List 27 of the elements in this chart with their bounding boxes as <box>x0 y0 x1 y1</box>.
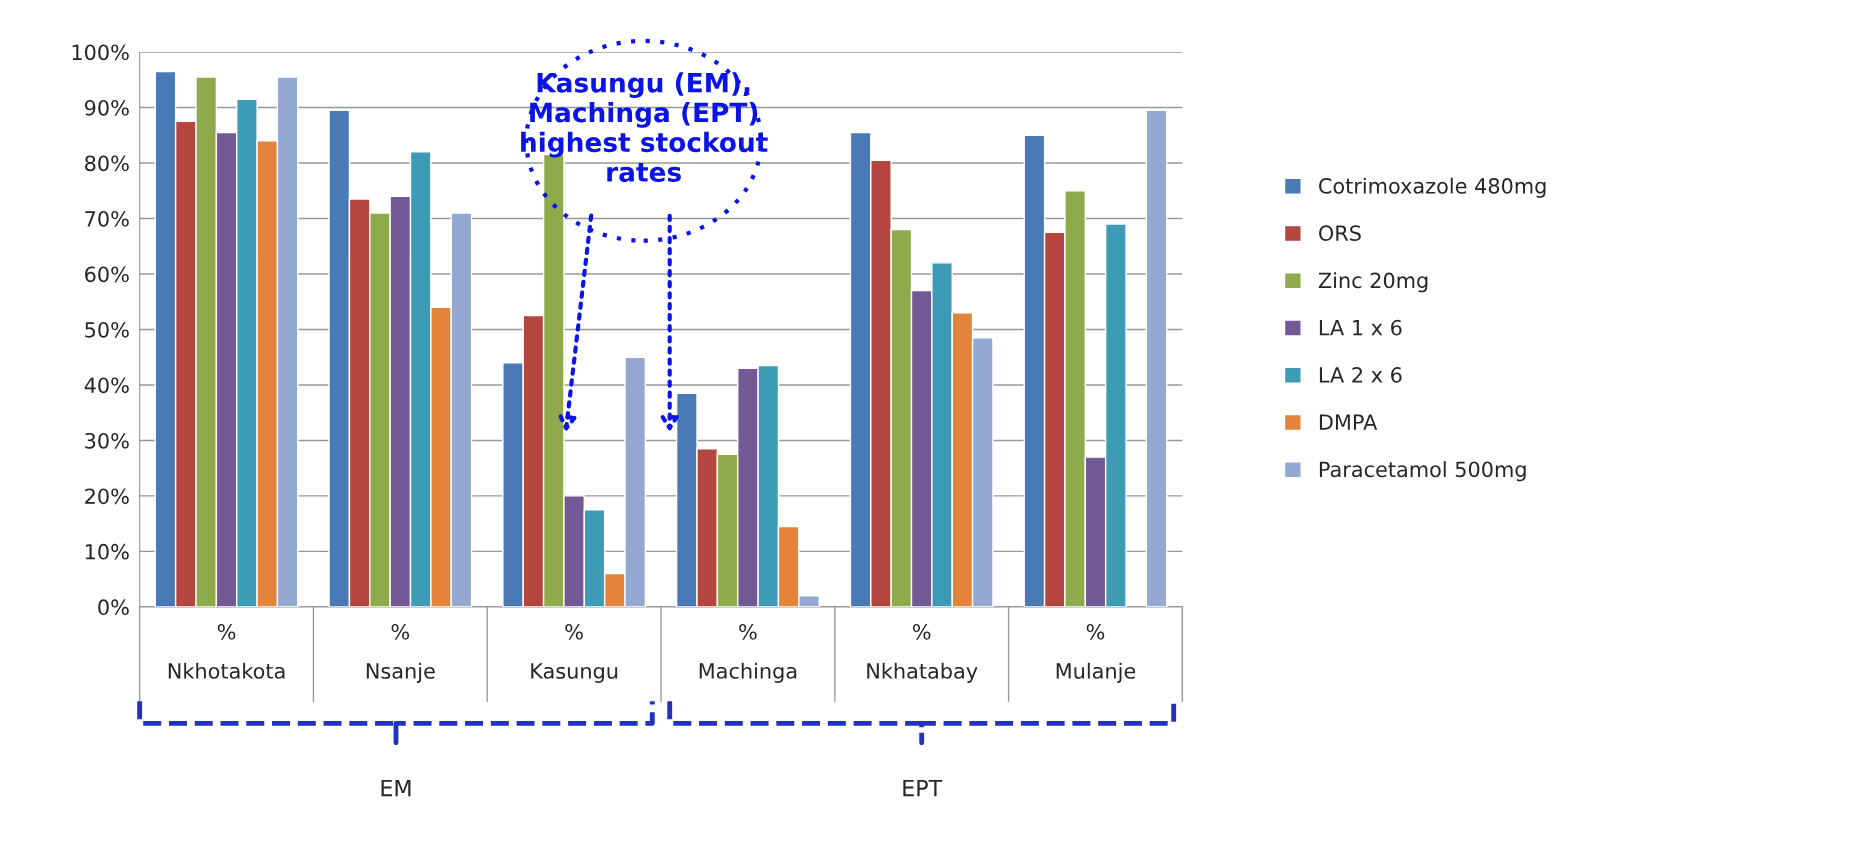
x-tick-label: % Kasungu <box>531 623 618 683</box>
legend-label: Paracetamol 500mg <box>1319 461 1526 482</box>
legend-label: ORS <box>1319 225 1361 242</box>
y-tick-label: 90% <box>84 99 129 116</box>
legend-label: Zinc 20mg <box>1318 272 1428 293</box>
legend-label: LA 1 x 6 <box>1319 319 1402 336</box>
y-tick-label: 40% <box>84 377 129 394</box>
x-tick-label: % Machinga <box>699 623 797 683</box>
annotation: Kasungu (EM), Machinga (EPT) highest stockout rates <box>521 72 768 182</box>
y-tick-label: 20% <box>85 488 129 505</box>
y-tick-label: 60% <box>85 266 129 283</box>
x-tick-label: % Nkhatabay <box>867 623 978 683</box>
text: EPT <box>903 779 943 797</box>
x-tick-label: % Nkhotakota <box>168 623 285 679</box>
y-tick-label: 80% <box>85 155 129 172</box>
x-tick-label: % Mulanje <box>1056 623 1136 683</box>
y-tick-label: 70% <box>85 210 129 227</box>
y-tick-label: 0% <box>98 599 129 616</box>
legend-label: DMPA <box>1319 414 1378 430</box>
y-tick-label: 50% <box>85 321 129 338</box>
y-tick-label: 100% <box>72 44 129 61</box>
text: EM <box>381 779 411 797</box>
y-tick-label: 10% <box>85 543 129 560</box>
y-tick-label: 30% <box>85 432 129 449</box>
legend-label: LA 2 x 6 <box>1319 366 1402 383</box>
x-tick-label: % Nsanje <box>366 623 435 683</box>
legend-label: Cotrimoxazole 480mg <box>1319 177 1546 198</box>
